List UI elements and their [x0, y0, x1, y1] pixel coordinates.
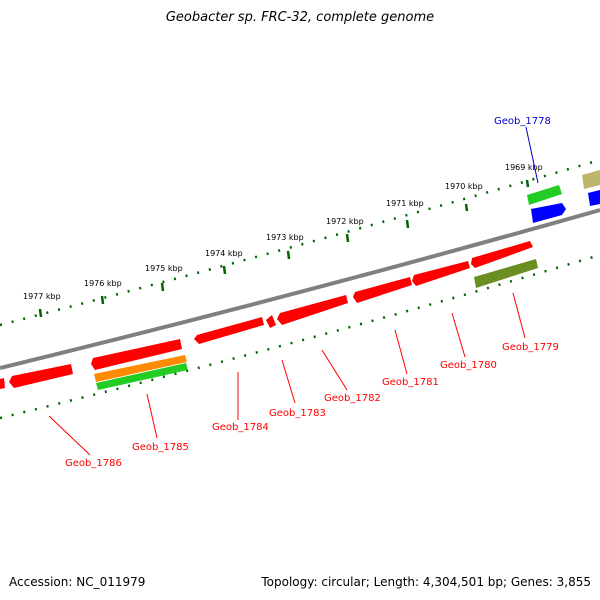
kbp-label: 1975 kbp — [145, 264, 183, 273]
genome-backbone — [0, 208, 600, 370]
gene-arrow[interactable] — [9, 364, 73, 388]
gene-arrow[interactable] — [194, 317, 264, 344]
kbp-labels: 1969 kbp 1970 kbp 1971 kbp 1972 kbp 1973… — [23, 163, 543, 301]
gene-label-geob-1783[interactable]: Geob_1783 — [269, 408, 326, 419]
gene-label-geob-1779[interactable]: Geob_1779 — [502, 342, 559, 353]
gene-label-geob-1785[interactable]: Geob_1785 — [132, 442, 189, 453]
gene-arrow[interactable] — [588, 190, 600, 206]
reverse-genes — [94, 259, 538, 390]
leader-lines — [48, 126, 539, 456]
gene-arrow[interactable] — [266, 315, 276, 328]
gene-arrow[interactable] — [353, 277, 412, 303]
gene-arrow[interactable] — [582, 170, 600, 189]
gene-arrow[interactable] — [527, 185, 562, 205]
forward-genes — [0, 241, 533, 389]
kbp-label: 1969 kbp — [505, 163, 543, 172]
gene-arrow[interactable] — [0, 378, 5, 389]
outer-tick-track — [0, 158, 600, 327]
kbp-label: 1970 kbp — [445, 182, 483, 191]
gene-labels: Geob_1778 Geob_1779 Geob_1780 Geob_1781 … — [65, 116, 559, 469]
gene-label-geob-1780[interactable]: Geob_1780 — [440, 360, 497, 371]
gene-label-geob-1784[interactable]: Geob_1784 — [212, 422, 269, 433]
gene-arrow[interactable] — [474, 259, 538, 288]
major-ticks — [38, 179, 530, 318]
kbp-label: 1972 kbp — [326, 217, 364, 226]
kbp-label: 1974 kbp — [205, 249, 243, 258]
gene-label-geob-1786[interactable]: Geob_1786 — [65, 458, 122, 469]
gene-arrow[interactable] — [96, 363, 188, 390]
gene-arrow[interactable] — [277, 295, 348, 325]
genome-summary-text: Topology: circular; Length: 4,304,501 bp… — [261, 575, 591, 589]
accession-text: Accession: NC_011979 — [9, 575, 146, 589]
genome-title: Geobacter sp. FRC-32, complete genome — [165, 10, 435, 25]
gene-arrow[interactable] — [94, 355, 187, 382]
gene-label-geob-1781[interactable]: Geob_1781 — [382, 377, 439, 388]
kbp-label: 1977 kbp — [23, 292, 61, 301]
gene-arrow[interactable] — [471, 241, 533, 268]
gene-arrow[interactable] — [91, 339, 182, 370]
gene-arrow[interactable] — [412, 261, 470, 286]
top-right-genes — [527, 170, 600, 223]
kbp-label: 1976 kbp — [84, 279, 122, 288]
gene-label-geob-1778[interactable]: Geob_1778 — [494, 116, 551, 127]
gene-arrow[interactable] — [531, 203, 566, 223]
kbp-label: 1971 kbp — [386, 199, 424, 208]
gene-label-geob-1782[interactable]: Geob_1782 — [324, 393, 381, 404]
kbp-label: 1973 kbp — [266, 233, 304, 242]
